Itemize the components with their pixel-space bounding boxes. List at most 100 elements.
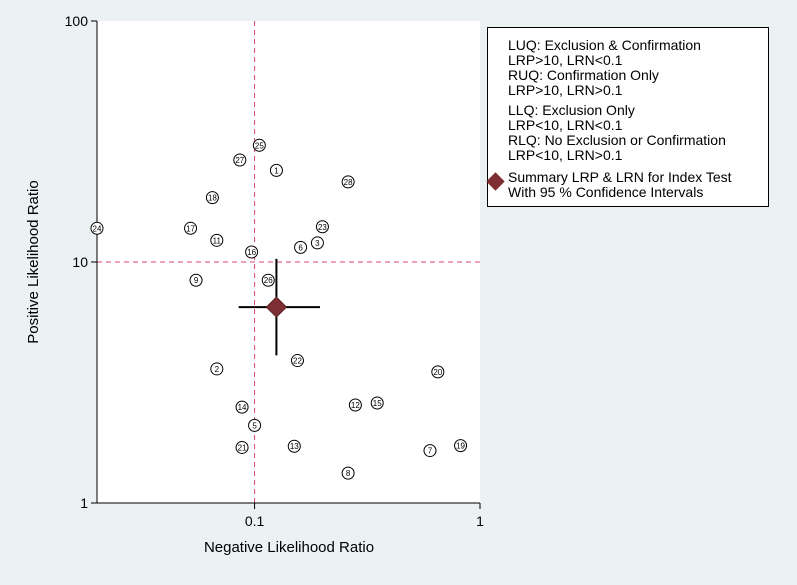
- study-label: 14: [238, 403, 247, 412]
- y-axis-label: Positive Likelihood Ratio: [25, 180, 42, 343]
- legend-ruq-rule: LRP>10, LRN>0.1: [508, 82, 623, 98]
- study-point: 15: [370, 396, 384, 410]
- study-point: 25: [252, 138, 266, 152]
- study-point: 13: [287, 439, 301, 453]
- study-point: 20: [431, 365, 445, 379]
- study-point: 21: [235, 440, 249, 454]
- study-label: 15: [373, 399, 382, 408]
- study-label: 11: [213, 236, 222, 245]
- study-marker: [210, 362, 224, 376]
- legend-luq-title: LUQ: Exclusion & Confirmation: [508, 37, 701, 53]
- study-point: 7: [423, 444, 437, 458]
- study-marker: [315, 220, 329, 234]
- study-label: 22: [293, 357, 302, 366]
- study-label: 27: [235, 156, 244, 165]
- study-point: 28: [341, 175, 355, 189]
- study-marker: [245, 245, 259, 259]
- y-tick-label: 1: [80, 495, 88, 511]
- study-marker: [287, 439, 301, 453]
- study-marker: [205, 191, 219, 205]
- legend-llq-title: LLQ: Exclusion Only: [508, 102, 635, 118]
- study-point: 16: [245, 245, 259, 259]
- study-label: 24: [93, 224, 102, 233]
- study-point: 17: [184, 221, 198, 235]
- study-point: 14: [235, 400, 249, 414]
- study-marker: [252, 138, 266, 152]
- study-label: 2: [215, 365, 220, 374]
- study-point: 24: [90, 221, 104, 235]
- study-label: 26: [264, 276, 273, 285]
- study-point: 8: [341, 466, 355, 480]
- study-point: 27: [233, 153, 247, 167]
- study-point: 5: [248, 418, 262, 432]
- study-label: 1: [274, 166, 279, 175]
- y-tick-label: 10: [72, 254, 88, 270]
- study-marker: [423, 444, 437, 458]
- study-marker: [235, 400, 249, 414]
- study-marker: [189, 273, 203, 287]
- study-marker: [290, 354, 304, 368]
- legend-llq-rule: LRP<10, LRN<0.1: [508, 117, 623, 133]
- study-point: 22: [290, 354, 304, 368]
- legend-rlq-title: RLQ: No Exclusion or Confirmation: [508, 132, 726, 148]
- study-point: 11: [210, 233, 224, 247]
- legend-summary-diamond-icon: [486, 172, 505, 191]
- study-point: 18: [205, 191, 219, 205]
- study-point: 26: [261, 273, 275, 287]
- legend-rlq-rule: LRP<10, LRN>0.1: [508, 147, 623, 163]
- legend-luq-rule: LRP>10, LRN<0.1: [508, 52, 623, 68]
- study-label: 21: [238, 443, 247, 452]
- study-marker: [294, 240, 308, 254]
- x-tick-label: 1: [476, 513, 484, 529]
- study-marker: [233, 153, 247, 167]
- study-point: 23: [315, 220, 329, 234]
- study-marker: [210, 233, 224, 247]
- study-marker: [310, 236, 324, 250]
- legend-summary-ci: With 95 % Confidence Intervals: [508, 184, 704, 200]
- study-point: 12: [348, 398, 362, 412]
- study-label: 3: [315, 239, 320, 248]
- x-tick-label: 0.1: [245, 513, 265, 529]
- study-label: 23: [318, 223, 327, 232]
- study-marker: [341, 466, 355, 480]
- study-marker: [248, 418, 262, 432]
- study-label: 18: [208, 194, 217, 203]
- study-label: 7: [428, 447, 433, 456]
- study-marker: [184, 221, 198, 235]
- study-point: 3: [310, 236, 324, 250]
- study-marker: [90, 221, 104, 235]
- study-marker: [341, 175, 355, 189]
- study-label: 16: [247, 248, 256, 257]
- study-marker: [348, 398, 362, 412]
- study-marker: [261, 273, 275, 287]
- study-label: 19: [456, 442, 465, 451]
- study-marker: [370, 396, 384, 410]
- study-point: 2: [210, 362, 224, 376]
- y-tick-label: 100: [65, 13, 89, 29]
- study-label: 20: [433, 368, 442, 377]
- study-point: 19: [454, 439, 468, 453]
- study-point: 9: [189, 273, 203, 287]
- study-marker: [235, 440, 249, 454]
- x-axis-label: Negative Likelihood Ratio: [204, 539, 374, 556]
- legend: LUQ: Exclusion & Confirmation LRP>10, LR…: [486, 27, 769, 207]
- study-marker: [269, 163, 283, 177]
- summary-diamond: [265, 296, 288, 318]
- study-marker: [431, 365, 445, 379]
- legend-summary-title: Summary LRP & LRN for Index Test: [508, 169, 732, 185]
- study-point: 6: [294, 240, 308, 254]
- study-label: 9: [194, 276, 199, 285]
- study-point: 1: [269, 163, 283, 177]
- study-label: 17: [186, 224, 195, 233]
- study-label: 13: [290, 442, 299, 451]
- study-marker: [454, 439, 468, 453]
- study-label: 12: [351, 401, 360, 410]
- legend-ruq-title: RUQ: Confirmation Only: [508, 67, 659, 83]
- study-label: 8: [346, 469, 351, 478]
- study-label: 5: [252, 421, 257, 430]
- study-label: 6: [298, 243, 303, 252]
- study-label: 28: [344, 178, 353, 187]
- study-label: 25: [255, 141, 264, 150]
